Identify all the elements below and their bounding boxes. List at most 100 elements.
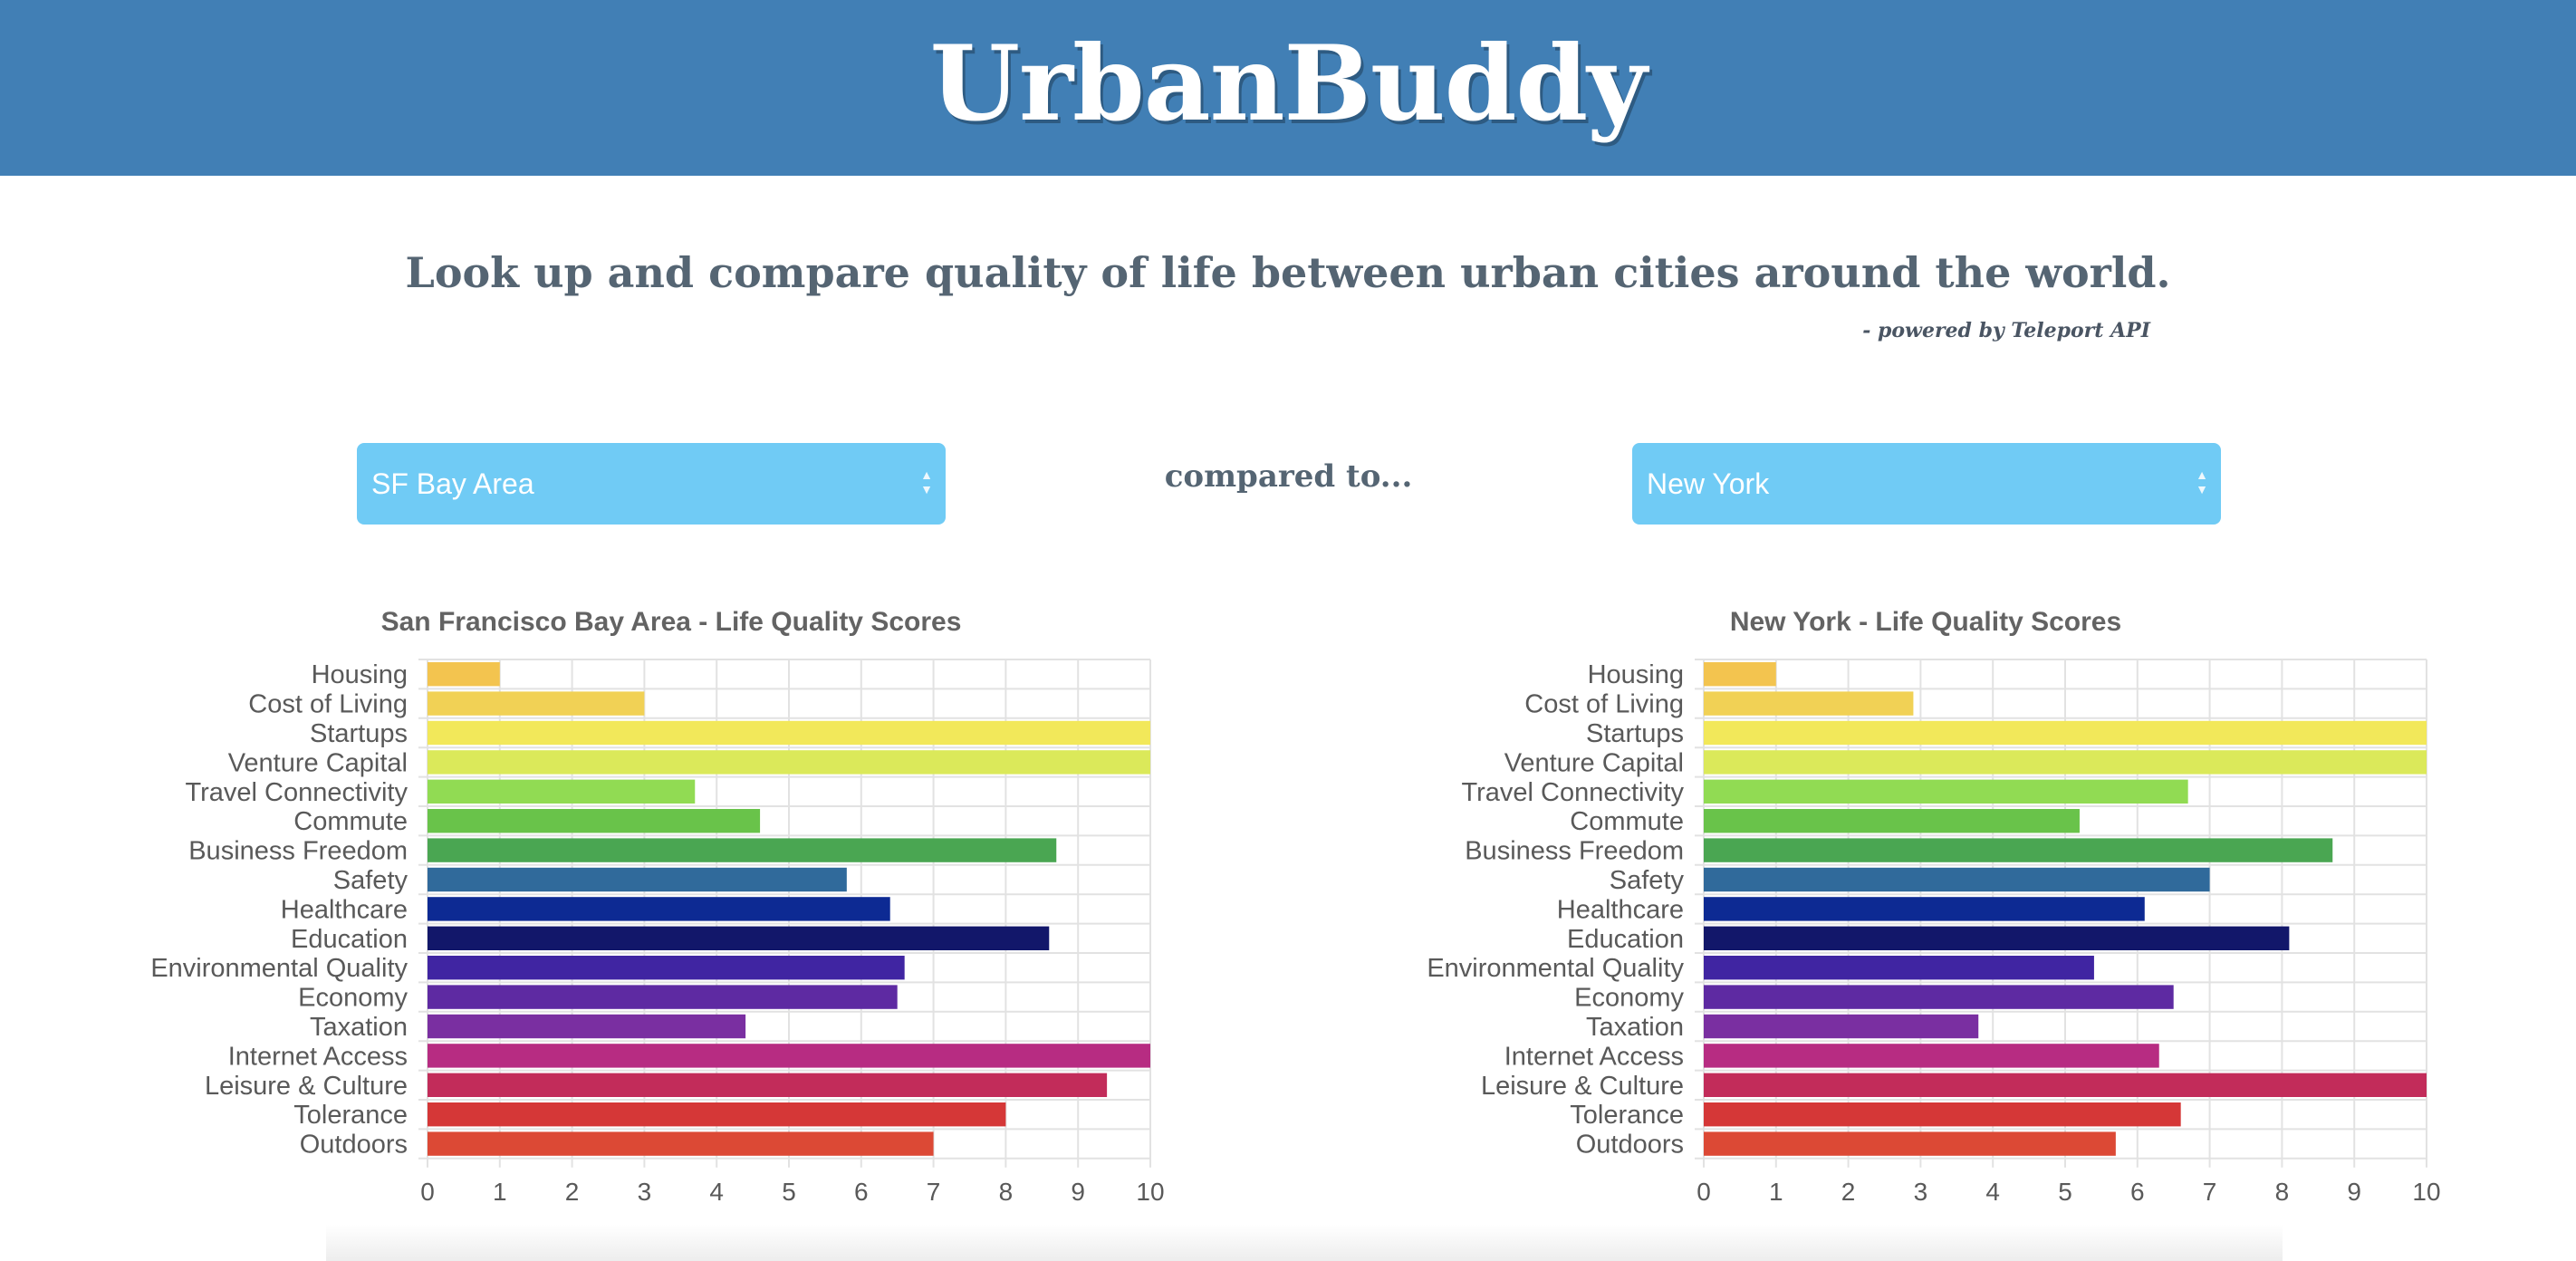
category-label: Economy: [1574, 984, 1684, 1013]
category-label: Internet Access: [1504, 1042, 1684, 1071]
bar: [428, 1073, 1108, 1097]
category-label: Startups: [1586, 719, 1684, 748]
tick-label: 5: [782, 1178, 796, 1206]
tick-label: 9: [2347, 1178, 2361, 1206]
bar: [428, 956, 905, 980]
compared-to-label: compared to...: [1164, 458, 1413, 495]
category-label: Healthcare: [1557, 895, 1684, 924]
category-label: Healthcare: [281, 895, 408, 924]
right-chart-title: New York - Life Quality Scores: [1729, 607, 2122, 637]
bar: [428, 691, 645, 716]
select-arrows-icon: ▲ ▼: [2196, 467, 2208, 496]
category-label: Outdoors: [1576, 1131, 1684, 1160]
category-label: Environmental Quality: [1427, 954, 1684, 983]
bar: [428, 1131, 934, 1156]
category-label: Safety: [1610, 866, 1685, 895]
tick-label: 10: [1136, 1178, 1164, 1206]
right-city-select-value: New York: [1647, 467, 1770, 500]
bar: [428, 985, 898, 1009]
category-label: Education: [291, 925, 408, 954]
bar: [1704, 897, 2145, 921]
category-label: Cost of Living: [1524, 690, 1684, 719]
bar: [428, 1044, 1150, 1068]
category-label: Taxation: [1586, 1013, 1684, 1042]
category-label: Education: [1567, 925, 1684, 954]
tick-label: 3: [638, 1178, 652, 1206]
page-subtitle: Look up and compare quality of life betw…: [405, 248, 2171, 297]
bar: [428, 867, 847, 892]
bar: [428, 720, 1150, 746]
bar: [428, 897, 890, 921]
bar: [1704, 720, 2427, 746]
category-label: Leisure & Culture: [205, 1072, 408, 1101]
right-city-select[interactable]: New York ▲ ▼: [1632, 443, 2221, 525]
tick-label: 6: [854, 1178, 869, 1206]
tick-label: 7: [2203, 1178, 2217, 1206]
bar: [1704, 662, 1776, 687]
category-label: Commute: [293, 807, 408, 836]
category-label: Tolerance: [1570, 1101, 1684, 1130]
left-city-select-value: SF Bay Area: [371, 467, 534, 500]
bar: [1704, 1131, 2116, 1156]
bar: [428, 926, 1050, 950]
tick-label: 8: [2275, 1178, 2290, 1206]
tick-label: 1: [1769, 1178, 1783, 1206]
category-label: Economy: [298, 984, 408, 1013]
tick-label: 5: [2058, 1178, 2072, 1206]
category-label: Housing: [312, 660, 408, 689]
tick-label: 0: [420, 1178, 435, 1206]
bar: [428, 838, 1057, 862]
bar: [1704, 1044, 2159, 1068]
category-label: Cost of Living: [248, 690, 408, 719]
category-label: Business Freedom: [1465, 837, 1684, 866]
category-label: Safety: [333, 866, 409, 895]
app-logo[interactable]: UrbanBuddy: [929, 23, 1648, 144]
category-label: Business Freedom: [188, 837, 408, 866]
category-label: Travel Connectivity: [1461, 778, 1684, 807]
tick-label: 2: [565, 1178, 580, 1206]
bar: [1704, 691, 1914, 716]
tick-label: 1: [493, 1178, 507, 1206]
bar: [1704, 926, 2290, 950]
category-label: Housing: [1588, 660, 1684, 689]
bar: [428, 1102, 1006, 1127]
tick-label: 4: [1985, 1178, 2000, 1206]
category-label: Tolerance: [293, 1101, 408, 1130]
tick-label: 4: [709, 1178, 724, 1206]
bar: [428, 750, 1150, 775]
category-label: Commute: [1570, 807, 1684, 836]
bar: [1704, 809, 2080, 833]
tick-label: 7: [927, 1178, 941, 1206]
bottom-panel-shadow: [326, 1225, 2283, 1261]
tick-label: 2: [1841, 1178, 1856, 1206]
category-label: Outdoors: [300, 1131, 408, 1160]
powered-by-text: - powered by Teleport API: [1862, 319, 2150, 342]
bar: [1704, 750, 2427, 775]
category-label: Travel Connectivity: [185, 778, 408, 807]
bar: [428, 779, 696, 804]
category-label: Taxation: [310, 1013, 408, 1042]
bar: [1704, 779, 2188, 804]
left-city-select[interactable]: SF Bay Area ▲ ▼: [357, 443, 946, 525]
bar: [1704, 985, 2174, 1009]
bar: [1704, 1073, 2427, 1097]
bar: [1704, 867, 2210, 892]
header-bar: UrbanBuddy: [0, 0, 2576, 176]
category-label: Venture Capital: [1504, 748, 1684, 777]
select-arrows-icon: ▲ ▼: [920, 467, 933, 496]
tick-label: 0: [1697, 1178, 1711, 1206]
category-label: Venture Capital: [228, 748, 408, 777]
category-label: Leisure & Culture: [1481, 1072, 1684, 1101]
tick-label: 3: [1914, 1178, 1928, 1206]
bar: [1704, 1014, 1979, 1039]
bar: [428, 662, 500, 687]
tick-label: 8: [999, 1178, 1014, 1206]
category-label: Environmental Quality: [150, 954, 408, 983]
category-label: Startups: [310, 719, 408, 748]
tick-label: 10: [2412, 1178, 2440, 1206]
category-label: Internet Access: [228, 1042, 408, 1071]
left-chart-title: San Francisco Bay Area - Life Quality Sc…: [380, 607, 962, 637]
bar: [428, 809, 761, 833]
